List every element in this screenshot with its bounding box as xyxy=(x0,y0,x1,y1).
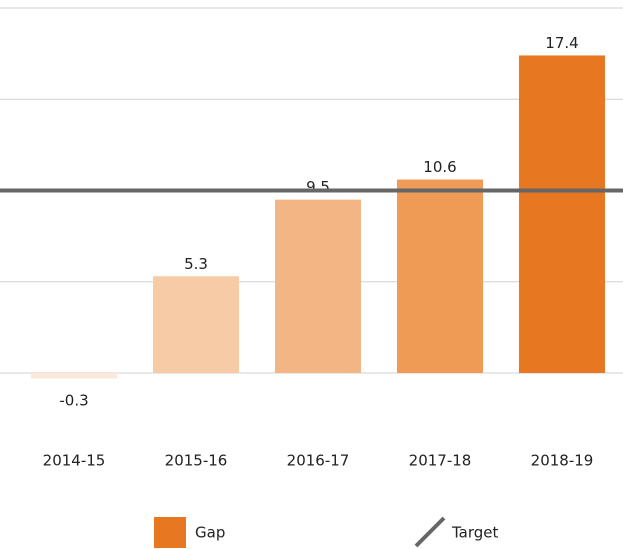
legend-label: Target xyxy=(451,524,499,542)
x-tick-label: 2014-15 xyxy=(43,452,106,470)
legend-label: Gap xyxy=(195,524,225,542)
data-label: -0.3 xyxy=(59,392,88,410)
bar xyxy=(153,276,239,373)
bar xyxy=(31,373,117,379)
x-tick-label: 2016-17 xyxy=(287,452,350,470)
data-label: 5.3 xyxy=(184,255,208,273)
x-tick-label: 2015-16 xyxy=(165,452,228,470)
x-tick-label: 2018-19 xyxy=(531,452,594,470)
legend-swatch xyxy=(154,517,186,548)
bar xyxy=(275,199,361,373)
bar xyxy=(519,55,605,373)
data-label: 10.6 xyxy=(423,158,456,176)
data-label: 17.4 xyxy=(545,34,578,52)
data-label: 9.5 xyxy=(306,178,330,196)
bar xyxy=(397,179,483,373)
legend-swatch xyxy=(414,516,446,548)
x-tick-label: 2017-18 xyxy=(409,452,472,470)
